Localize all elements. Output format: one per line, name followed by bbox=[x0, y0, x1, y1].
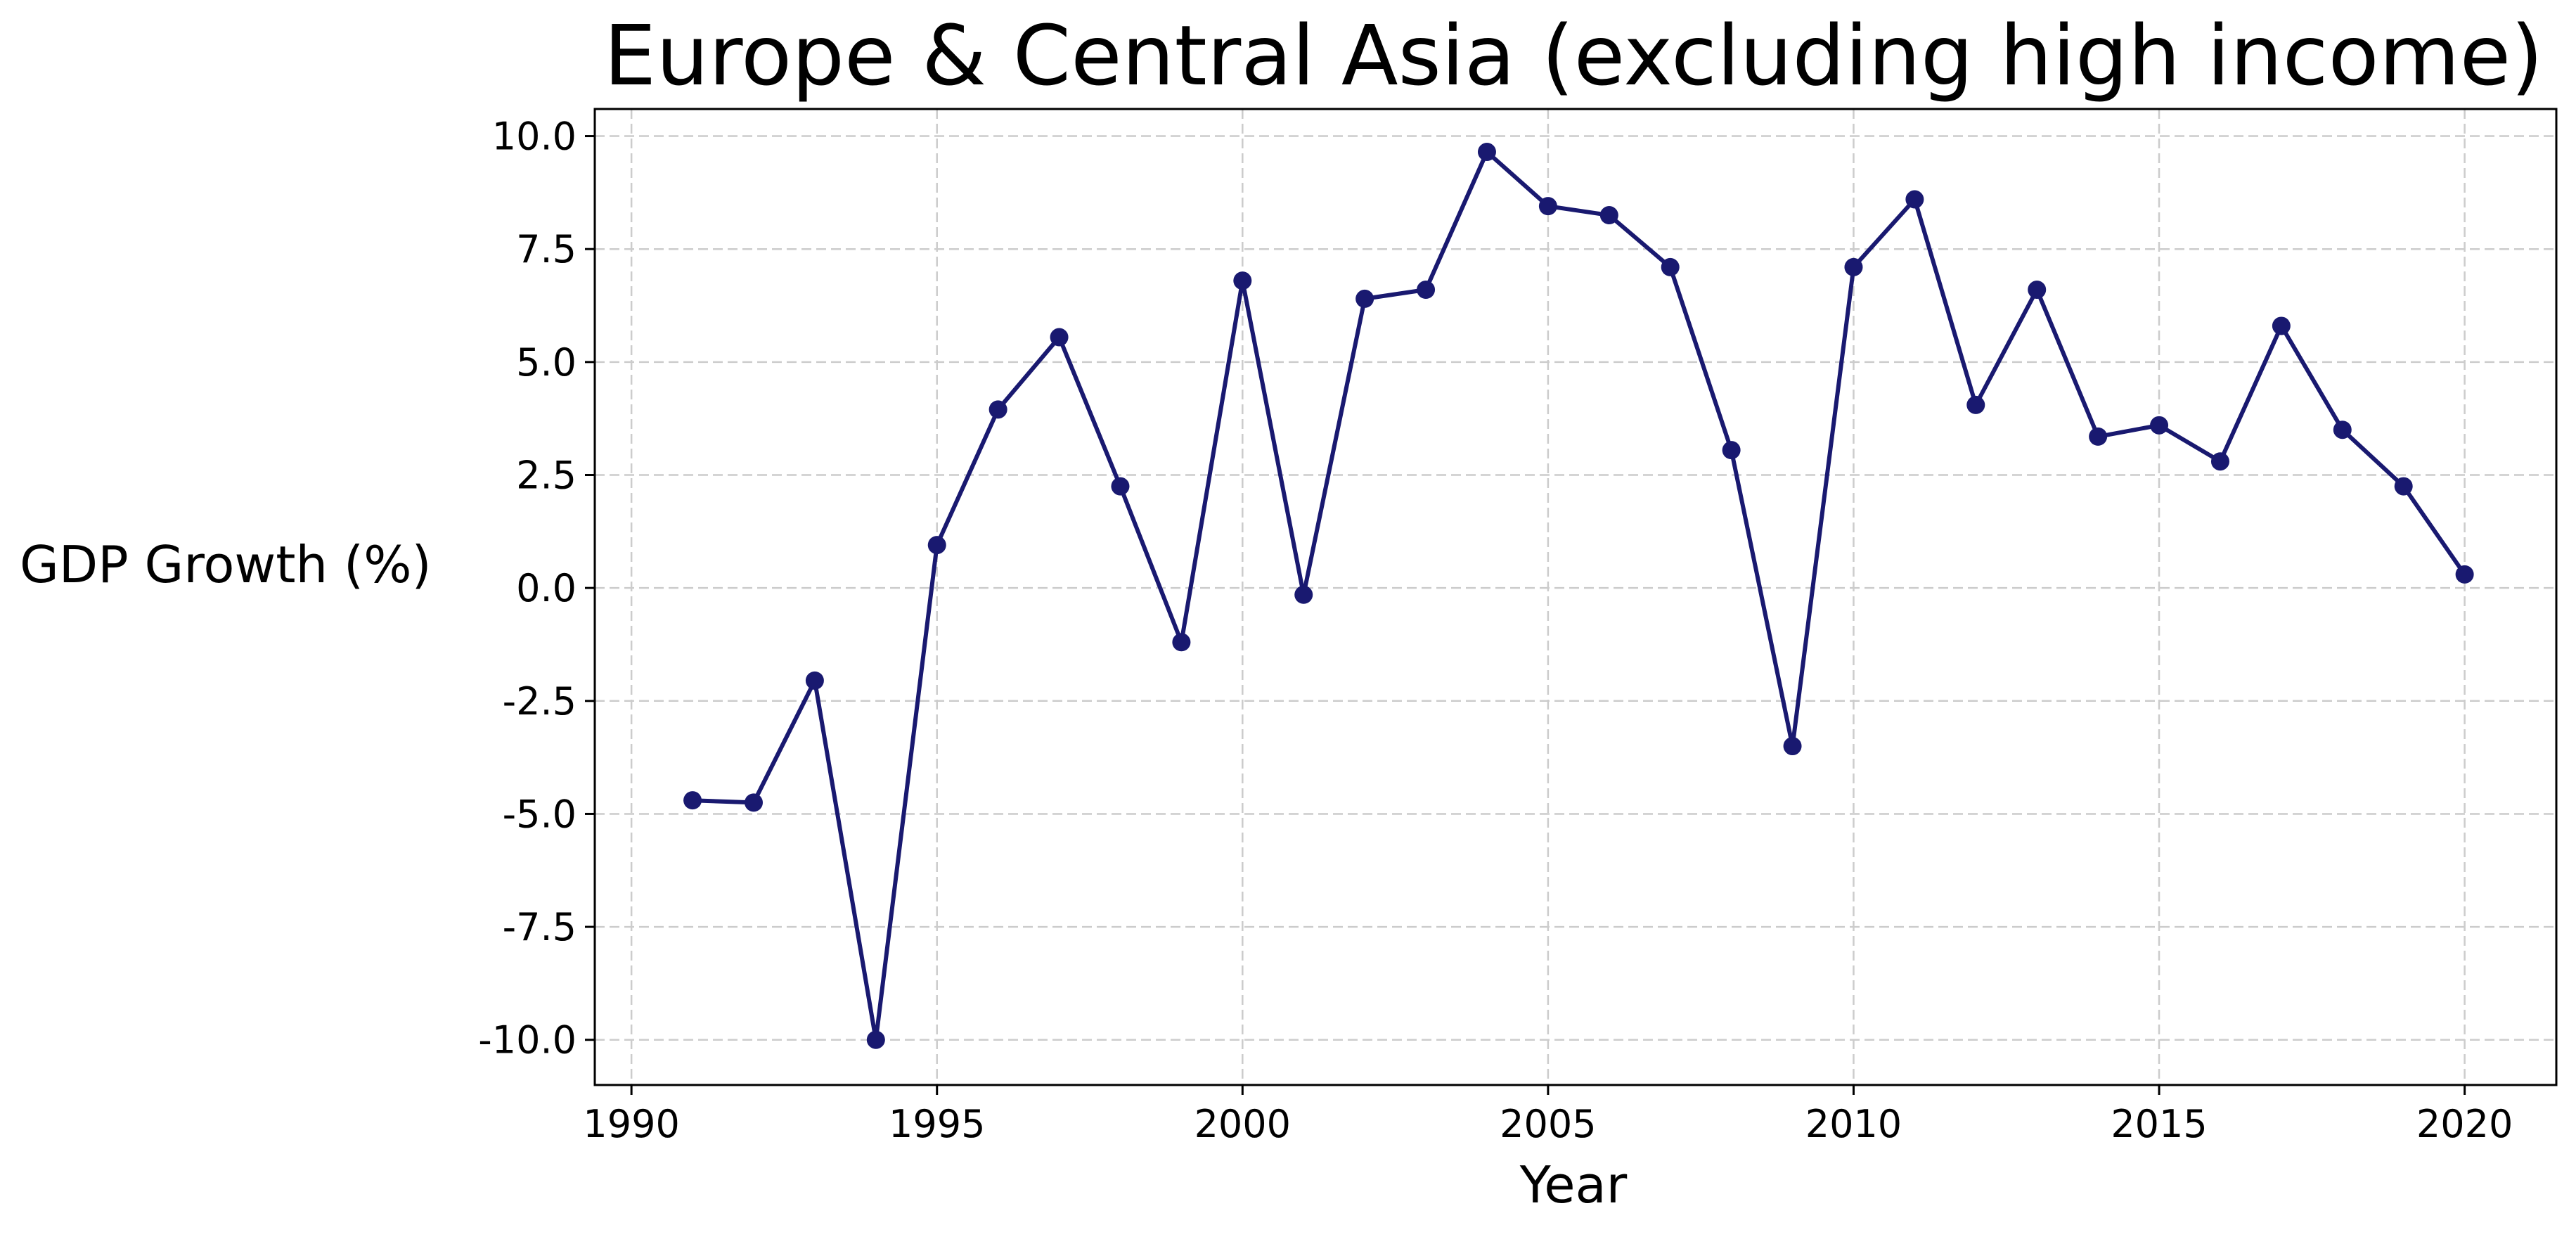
x-tick-label: 1995 bbox=[889, 1102, 985, 1146]
y-axis-label: GDP Growth (%) bbox=[20, 535, 432, 594]
data-point-2010 bbox=[1844, 257, 1863, 276]
y-tick-label: -2.5 bbox=[503, 679, 577, 724]
data-point-2018 bbox=[2333, 421, 2352, 439]
data-point-1997 bbox=[1050, 328, 1069, 347]
y-tick-label: 5.0 bbox=[516, 340, 577, 385]
data-point-2019 bbox=[2394, 477, 2413, 496]
y-tick-label: 2.5 bbox=[516, 454, 577, 498]
y-tick-label: 7.5 bbox=[516, 227, 577, 271]
x-tick-label: 2015 bbox=[2111, 1102, 2207, 1146]
y-tick-label: 10.0 bbox=[492, 115, 577, 159]
data-point-2014 bbox=[2089, 427, 2108, 446]
y-tick-label: -5.0 bbox=[503, 792, 577, 836]
data-point-2002 bbox=[1355, 289, 1374, 308]
data-point-2009 bbox=[1783, 737, 1802, 756]
data-point-1995 bbox=[927, 536, 946, 555]
series-line bbox=[692, 150, 2467, 1042]
data-point-2001 bbox=[1294, 585, 1313, 604]
series-layer bbox=[683, 143, 2474, 1049]
data-point-2011 bbox=[1905, 190, 1924, 209]
data-point-2016 bbox=[2210, 452, 2229, 471]
data-point-2013 bbox=[2028, 281, 2047, 300]
data-point-2015 bbox=[2150, 416, 2169, 435]
x-tick-label: 2010 bbox=[1805, 1102, 1902, 1146]
data-point-2005 bbox=[1538, 197, 1557, 216]
y-tick-label: -7.5 bbox=[503, 905, 577, 949]
y-tick-label: 0.0 bbox=[516, 566, 577, 610]
x-tick-label: 2020 bbox=[2416, 1102, 2513, 1146]
data-point-2000 bbox=[1233, 271, 1252, 290]
x-tick-label: 2005 bbox=[1500, 1102, 1596, 1146]
data-point-2006 bbox=[1599, 206, 1618, 225]
data-point-1998 bbox=[1111, 477, 1130, 496]
y-tick-label: -10.0 bbox=[478, 1018, 577, 1063]
data-point-1994 bbox=[866, 1030, 885, 1049]
plot-frame bbox=[593, 108, 2558, 1086]
x-axis-label: Year bbox=[1519, 1155, 1628, 1214]
data-point-2017 bbox=[2272, 316, 2291, 335]
data-point-1999 bbox=[1172, 633, 1191, 652]
data-point-2004 bbox=[1477, 143, 1496, 162]
data-point-1992 bbox=[744, 793, 763, 812]
grid-lines bbox=[595, 109, 2556, 1085]
chart-title: Europe & Central Asia (excluding high in… bbox=[604, 7, 2544, 104]
data-point-2003 bbox=[1417, 281, 1436, 300]
data-point-1996 bbox=[988, 400, 1007, 419]
data-point-2012 bbox=[1966, 395, 1985, 414]
data-point-2020 bbox=[2455, 565, 2474, 584]
data-point-1991 bbox=[683, 791, 702, 810]
data-point-2008 bbox=[1722, 441, 1741, 460]
data-point-2007 bbox=[1661, 257, 1680, 276]
data-point-1993 bbox=[805, 671, 824, 690]
x-tick-label: 2000 bbox=[1194, 1102, 1291, 1146]
x-tick-label: 1990 bbox=[583, 1102, 679, 1146]
axis-ticks: 1990 1995 2000 2005 2010 2015 2020 -10.0 -7.5 -5.… bbox=[478, 115, 2513, 1146]
